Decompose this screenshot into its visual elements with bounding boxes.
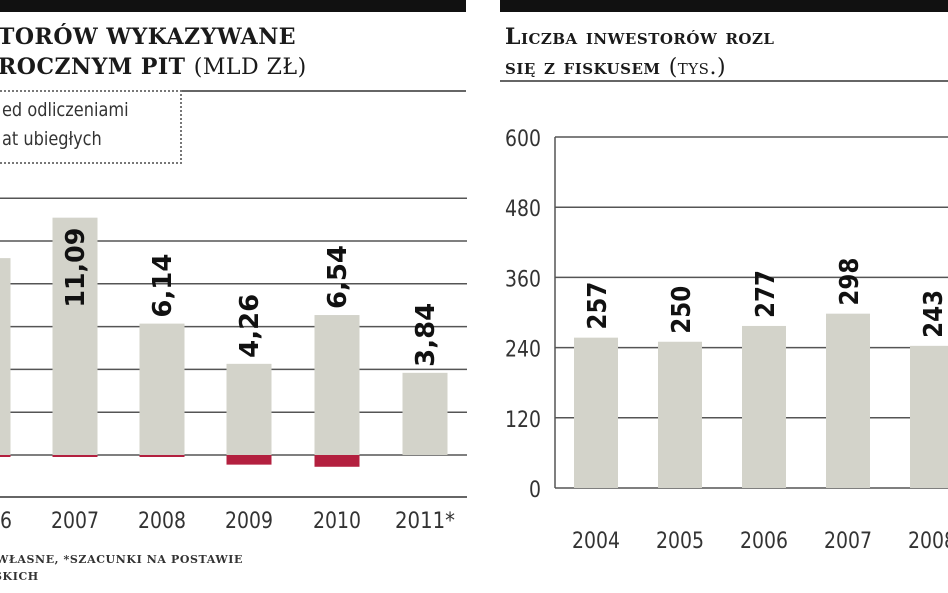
right-y-tick-label: 480 [505,197,541,222]
left-data-label: 4,26 [235,294,265,358]
left-x-tick-label: 2008 [138,509,186,534]
right-y-tick-label: 600 [505,127,541,152]
right-x-tick-label: 2006 [740,529,788,554]
left-negative-bar-2010 [314,455,360,467]
left-title-unit: (MLD ZŁ) [193,55,307,80]
right-y-tick-label: 360 [505,267,541,292]
right-chart-title: Liczba inwestorów rozl się z fiskusem (t… [505,22,774,83]
source-line-2: SKICH [0,570,39,583]
right-bar-2008 [910,345,948,488]
right-y-tick-label: 240 [505,338,541,363]
right-data-label: 277 [751,270,781,318]
left-bar-2010 [314,315,360,455]
left-bar-2009 [226,363,272,455]
source-line-1: WŁASNE, *SZACUNKI NA POSTAWIE [0,553,244,566]
left-x-tick-label: 2010 [313,509,361,534]
right-bar-2007 [826,313,870,488]
left-x-tick-label: 2007 [51,509,99,534]
legend-box: ed odliczeniami at ubiegłych [0,90,182,164]
left-title-line2: ROCZNYM PIT [0,54,186,80]
left-negative-bar-2007 [52,455,98,457]
right-title-line1: Liczba inwestorów rozl [505,24,775,50]
right-bar-2005 [658,341,702,488]
right-x-tick-label: 2008 [908,529,948,554]
right-header-bar [500,0,948,12]
left-bar-2011* [402,372,448,455]
right-data-label: 298 [835,258,865,306]
right-title-unit: (tys.) [668,55,727,80]
left-data-label: 6,54 [323,245,353,309]
right-y-tick-label: 120 [505,408,541,433]
left-header-bar [0,0,466,12]
right-x-tick-label: 2004 [572,529,620,554]
left-data-label: 11,09 [61,228,91,308]
left-negative-bar-2009 [226,455,272,465]
right-x-tick-label: 2005 [656,529,704,554]
right-data-label: 257 [583,282,613,330]
right-data-label: 250 [667,286,697,334]
left-x-tick-label: 2009 [225,509,273,534]
left-x-tick-label: 2011* [395,509,455,534]
left-data-label: 3,84 [411,303,441,367]
right-x-tick-label: 2007 [824,529,872,554]
right-bar-2006 [742,325,786,488]
right-data-label: 243 [919,290,948,338]
left-chart-title: TORÓW WYKAZYWANE ROCZNYM PIT (MLD ZŁ) [0,22,307,83]
legend-line-1: ed odliczeniami [2,99,129,121]
left-data-label: 6,14 [148,254,178,318]
left-title-rule [0,90,466,92]
left-bar-2006 [0,258,11,455]
left-x-tick-label: 2006 [0,509,12,534]
left-bar-2007 [52,217,98,455]
legend-line-2: at ubiegłych [2,128,102,150]
left-negative-bar-2006 [0,455,11,457]
left-negative-bar-2008 [139,455,185,457]
right-title-line2: się z fiskusem [505,54,661,80]
left-bar-2008 [139,323,185,455]
left-title-line1: TORÓW WYKAZYWANE [0,24,297,50]
right-title-rule [500,80,948,82]
right-bar-2004 [574,337,618,488]
right-y-tick-label: 0 [529,478,541,503]
